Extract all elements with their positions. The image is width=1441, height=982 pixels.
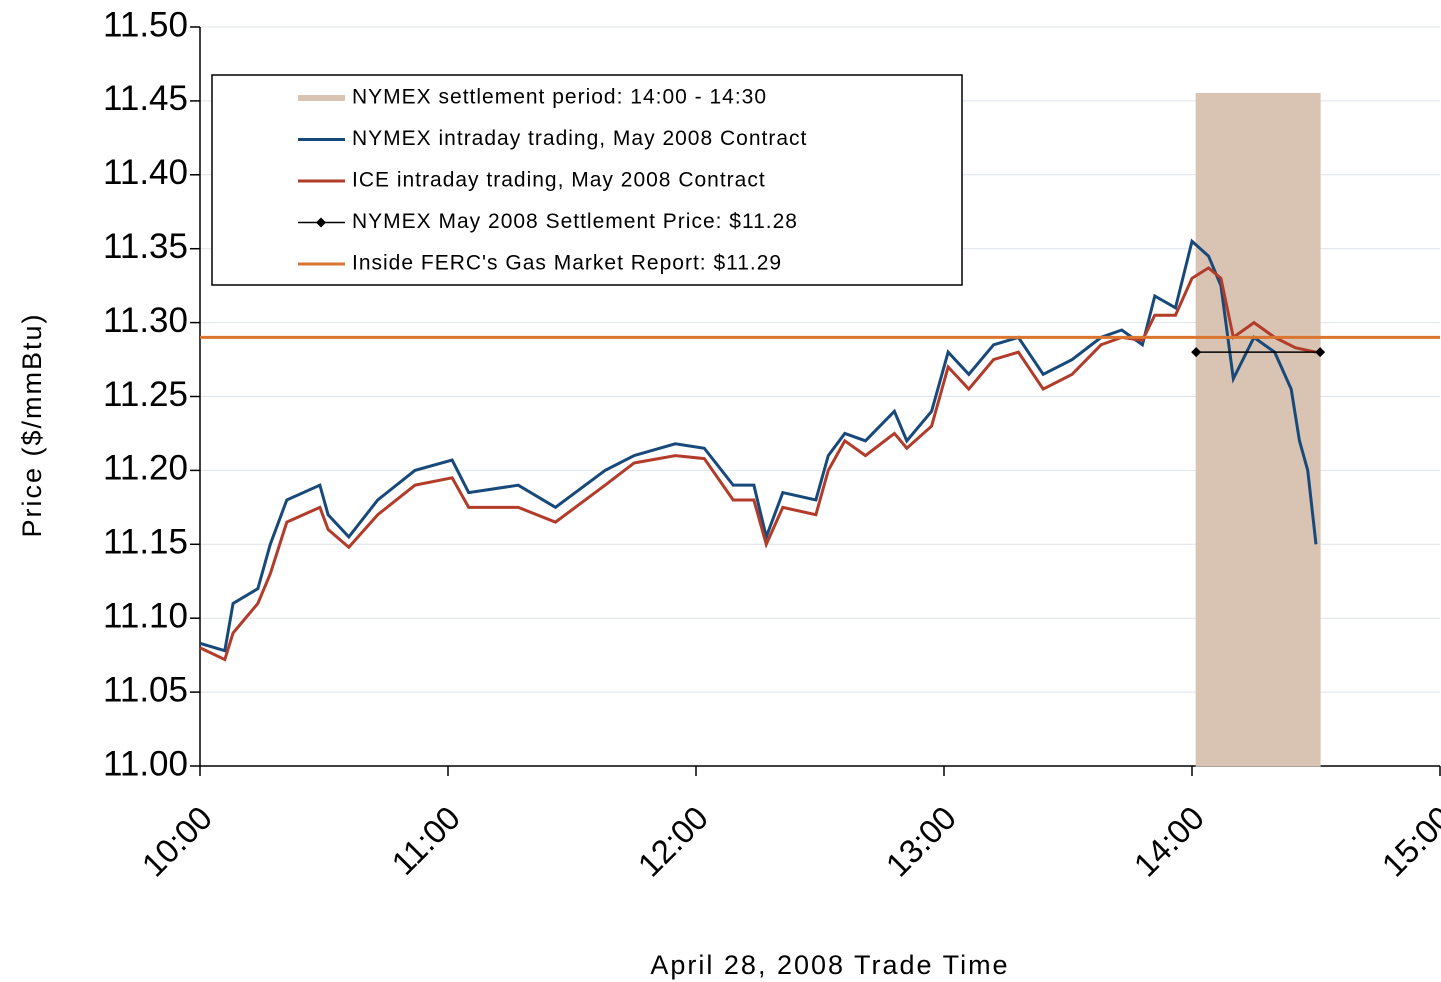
y-axis-label: Price ($/mmBtu) (17, 312, 47, 537)
x-axis-label: April 28, 2008 Trade Time (650, 950, 1009, 980)
y-tick-label: 11.00 (103, 744, 188, 783)
series-line (199, 238, 1318, 653)
x-tick-label: 15:00 (1375, 799, 1441, 884)
series-line (199, 266, 1317, 662)
y-tick-label: 11.20 (103, 449, 188, 488)
legend-marker (316, 217, 326, 228)
y-tick-label: 11.30 (103, 301, 188, 340)
y-tick-label: 11.50 (103, 5, 188, 44)
legend-label: NYMEX intraday trading, May 2008 Contrac… (352, 127, 807, 150)
marker (1315, 347, 1326, 358)
legend-label: NYMEX May 2008 Settlement Price: $11.28 (352, 210, 798, 233)
x-tick-label: 11:00 (384, 799, 467, 882)
x-tick-label: 13:00 (879, 799, 964, 884)
settlement-band (1195, 93, 1321, 767)
y-tick-label: 11.05 (103, 670, 188, 709)
legend-label: Inside FERC's Gas Market Report: $11.29 (352, 252, 782, 275)
y-tick-label: 11.40 (103, 153, 188, 192)
y-tick-label: 11.10 (103, 596, 188, 635)
y-tick-label: 11.25 (103, 375, 188, 414)
x-tick-label: 10:00 (135, 799, 220, 884)
legend-label: NYMEX settlement period: 14:00 - 14:30 (352, 86, 767, 109)
y-tick-label: 11.35 (103, 227, 188, 266)
y-tick-label: 11.45 (103, 79, 188, 118)
x-tick-label: 12:00 (631, 799, 716, 884)
legend-label: ICE intraday trading, May 2008 Contract (352, 169, 766, 192)
legend: NYMEX settlement period: 14:00 - 14:30 NY… (211, 74, 963, 286)
y-tick-label: 11.15 (103, 523, 188, 562)
x-tick-label: 14:00 (1127, 799, 1212, 884)
marker (1191, 347, 1202, 358)
